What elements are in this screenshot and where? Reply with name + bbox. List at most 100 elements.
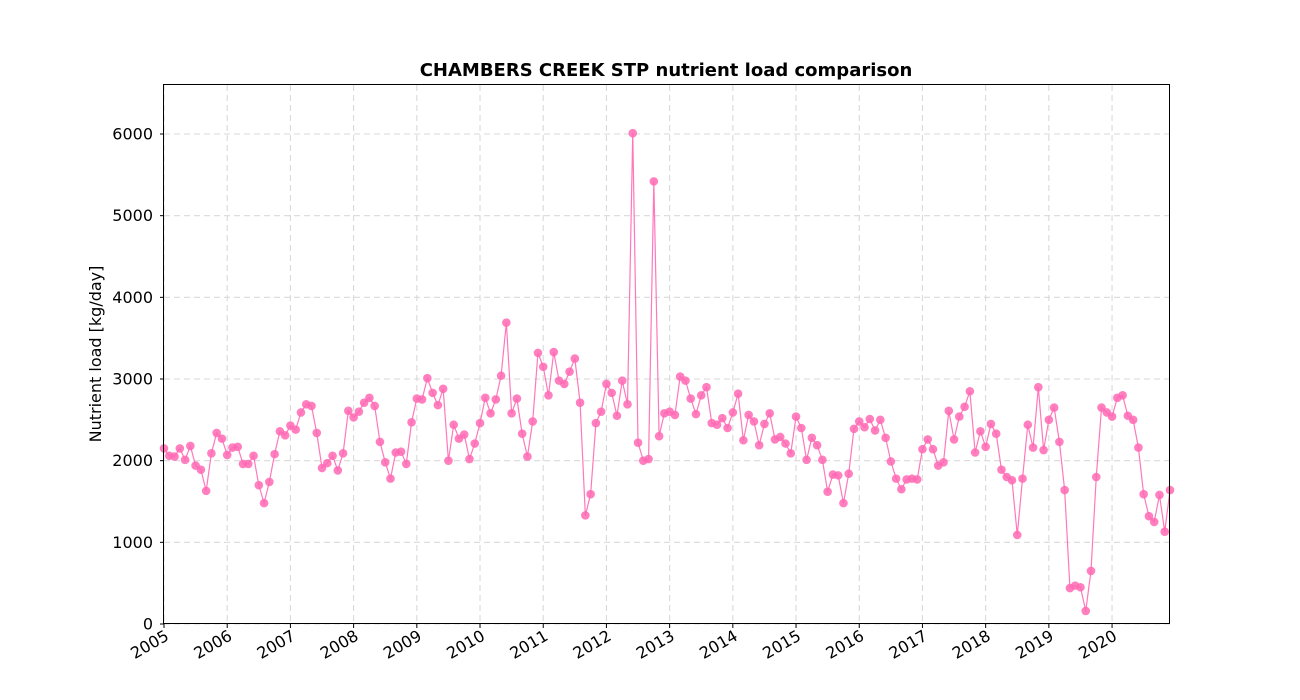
data-point: [596, 407, 606, 416]
x-tick-label: 2013: [633, 626, 678, 663]
data-point: [196, 465, 206, 474]
data-point: [1018, 474, 1027, 483]
data-point: [955, 412, 964, 421]
data-point: [1128, 415, 1138, 425]
data-point: [480, 393, 490, 403]
data-point: [833, 471, 843, 480]
data-point: [354, 407, 364, 416]
data-point: [644, 454, 653, 464]
data-point: [438, 384, 448, 394]
data-point: [523, 452, 532, 461]
data-point: [860, 422, 869, 432]
data-point: [765, 409, 775, 418]
data-point: [997, 465, 1006, 474]
data-point: [444, 456, 453, 465]
data-point: [749, 417, 759, 426]
data-point: [312, 428, 322, 438]
data-point: [617, 376, 627, 385]
data-point: [839, 498, 848, 508]
data-point: [1086, 566, 1096, 576]
data-point: [486, 409, 495, 418]
data-point: [928, 444, 938, 454]
data-point: [1155, 490, 1164, 500]
data-point: [322, 458, 332, 468]
data-point: [744, 410, 753, 420]
data-point: [375, 437, 385, 447]
data-point: [570, 354, 580, 363]
data-point: [949, 435, 959, 444]
data-point: [517, 429, 527, 439]
x-tick-label: 2020: [1075, 626, 1120, 663]
data-point: [491, 395, 501, 404]
data-point: [912, 475, 922, 484]
y-tick-label: 4000: [112, 288, 153, 307]
data-point: [175, 444, 185, 453]
x-tick-label: 2019: [1012, 626, 1057, 663]
data-point: [380, 458, 390, 467]
data-point: [207, 449, 216, 458]
data-point: [854, 417, 864, 426]
chart-title: CHAMBERS CREEK STP nutrient load compari…: [420, 60, 913, 81]
data-point: [459, 430, 469, 439]
data-point: [849, 424, 859, 434]
data-point: [865, 414, 875, 424]
y-tick-label: 6000: [112, 125, 153, 144]
data-point: [612, 411, 622, 421]
data-point: [170, 452, 179, 461]
data-point: [870, 426, 880, 435]
data-point: [1081, 606, 1091, 616]
x-tick-label: 2018: [949, 626, 994, 663]
data-point: [417, 395, 427, 404]
data-point: [797, 423, 806, 433]
data-point: [465, 454, 474, 464]
data-point: [991, 429, 1001, 439]
data-point: [623, 400, 632, 409]
x-tick-label: 2012: [570, 626, 615, 663]
data-point: [591, 418, 601, 428]
data-point: [970, 448, 980, 457]
y-tick-label: 5000: [112, 206, 153, 225]
data-point: [370, 401, 379, 411]
data-point: [1160, 527, 1170, 537]
data-point: [718, 413, 727, 423]
data-point: [696, 391, 706, 400]
data-point: [891, 474, 901, 483]
data-point: [549, 347, 559, 357]
data-point: [876, 415, 885, 425]
data-point: [565, 367, 574, 376]
data-point: [823, 487, 832, 497]
data-point: [222, 450, 232, 460]
data-point: [1012, 530, 1022, 540]
data-point: [939, 458, 948, 467]
data-point: [349, 413, 358, 422]
y-tick-label: 1000: [112, 533, 153, 552]
data-point: [1055, 437, 1064, 447]
data-point: [733, 389, 743, 399]
data-point: [723, 423, 732, 433]
data-point: [259, 498, 269, 508]
data-point: [1044, 415, 1054, 425]
data-point: [186, 441, 195, 451]
data-point: [396, 447, 406, 456]
plot-frame: [163, 84, 1170, 624]
y-axis-title: Nutrient load [kg/day]: [86, 266, 105, 443]
data-point: [986, 419, 996, 429]
x-tick-label: 2015: [759, 626, 804, 663]
data-point: [307, 401, 316, 411]
data-point: [507, 409, 516, 418]
x-tick-label: 2007: [254, 626, 299, 663]
y-tick-label: 3000: [112, 370, 153, 389]
y-tick-label: 2000: [112, 451, 153, 470]
data-point: [812, 440, 822, 450]
data-point: [512, 394, 522, 403]
data-point: [428, 388, 437, 398]
data-point: [1107, 412, 1117, 421]
data-point: [265, 477, 274, 487]
data-point: [702, 382, 711, 392]
data-point: [881, 433, 890, 443]
data-point: [333, 466, 343, 475]
data-point: [818, 455, 827, 465]
data-point: [918, 444, 927, 454]
data-point: [844, 469, 854, 479]
